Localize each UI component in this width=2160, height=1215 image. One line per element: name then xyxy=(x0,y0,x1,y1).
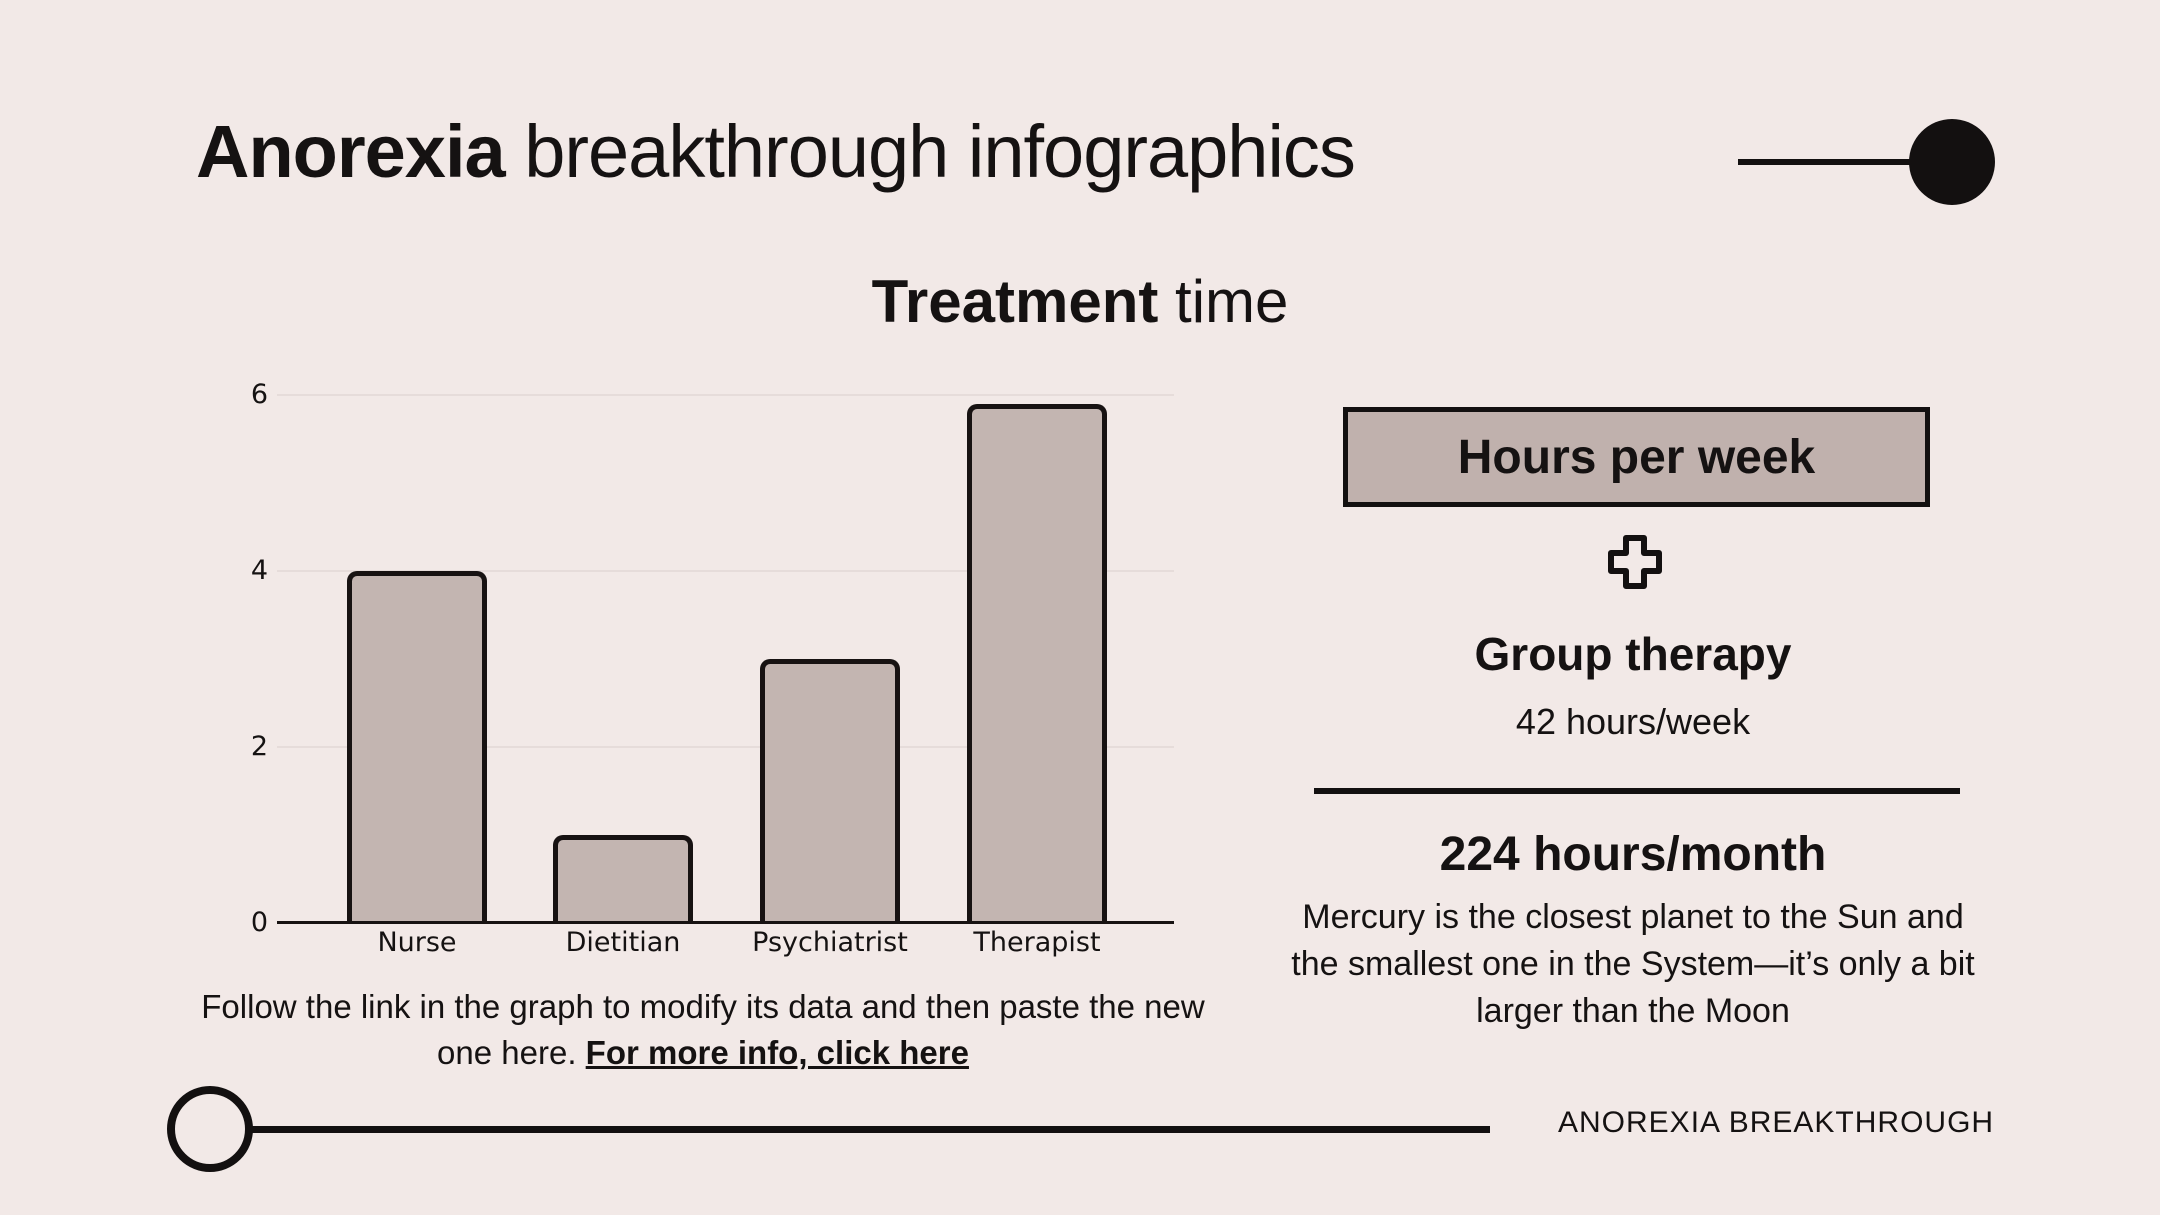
total-hours: 224 hours/month xyxy=(1439,828,1827,881)
y-axis-tick-label: 6 xyxy=(250,379,268,410)
title-decoration-line xyxy=(1738,159,1923,165)
panel-divider xyxy=(1314,788,1960,794)
more-info-link[interactable]: For more info, click here xyxy=(585,1034,969,1071)
chart-bar-nurse xyxy=(347,571,487,923)
page-title: Anorexia breakthrough infographics xyxy=(196,106,1356,198)
chart-gridline xyxy=(277,746,1174,748)
x-axis-tick-label: Therapist xyxy=(973,927,1101,958)
chart-note: Follow the link in the graph to modify i… xyxy=(170,984,1236,1076)
y-axis-tick-label: 0 xyxy=(250,907,268,938)
page-title-rest: breakthrough infographics xyxy=(504,110,1356,193)
plus-icon xyxy=(1606,533,1664,591)
chart-title: Treatment time xyxy=(680,266,1480,338)
hours-per-week-badge: Hours per week xyxy=(1343,407,1930,507)
chart-bar-therapist xyxy=(967,404,1107,923)
panel-description: Mercury is the closest planet to the Sun… xyxy=(1291,898,1975,1030)
x-axis-line xyxy=(277,921,1174,924)
y-axis-tick-label: 2 xyxy=(250,731,268,762)
y-axis-tick-label: 4 xyxy=(250,555,268,586)
chart-note-text: Follow the link in the graph to modify i… xyxy=(201,988,1205,1071)
chart-gridline xyxy=(277,394,1174,396)
x-axis-tick-label: Nurse xyxy=(377,927,457,958)
ring-circle-icon xyxy=(167,1086,253,1172)
chart-bar-psychiatrist xyxy=(760,659,900,923)
x-axis-tick-label: Dietitian xyxy=(565,927,681,958)
page-title-bold: Anorexia xyxy=(196,110,506,193)
footer-decoration-line xyxy=(251,1126,1490,1133)
x-axis-tick-label: Psychiatrist xyxy=(752,927,908,958)
chart-gridline xyxy=(277,570,1174,572)
group-therapy-hours: 42 hours/week xyxy=(1515,701,1751,742)
chart-title-rest: time xyxy=(1158,268,1289,335)
brand-text: ANOREXIA BREAKTHROUGH xyxy=(1558,1106,1995,1139)
hours-per-week-label: Hours per week xyxy=(1457,430,1816,484)
chart-bar-dietitian xyxy=(553,835,693,923)
filled-circle-icon xyxy=(1909,119,1995,205)
group-therapy-title: Group therapy xyxy=(1474,628,1792,680)
chart-title-bold: Treatment xyxy=(871,268,1159,335)
